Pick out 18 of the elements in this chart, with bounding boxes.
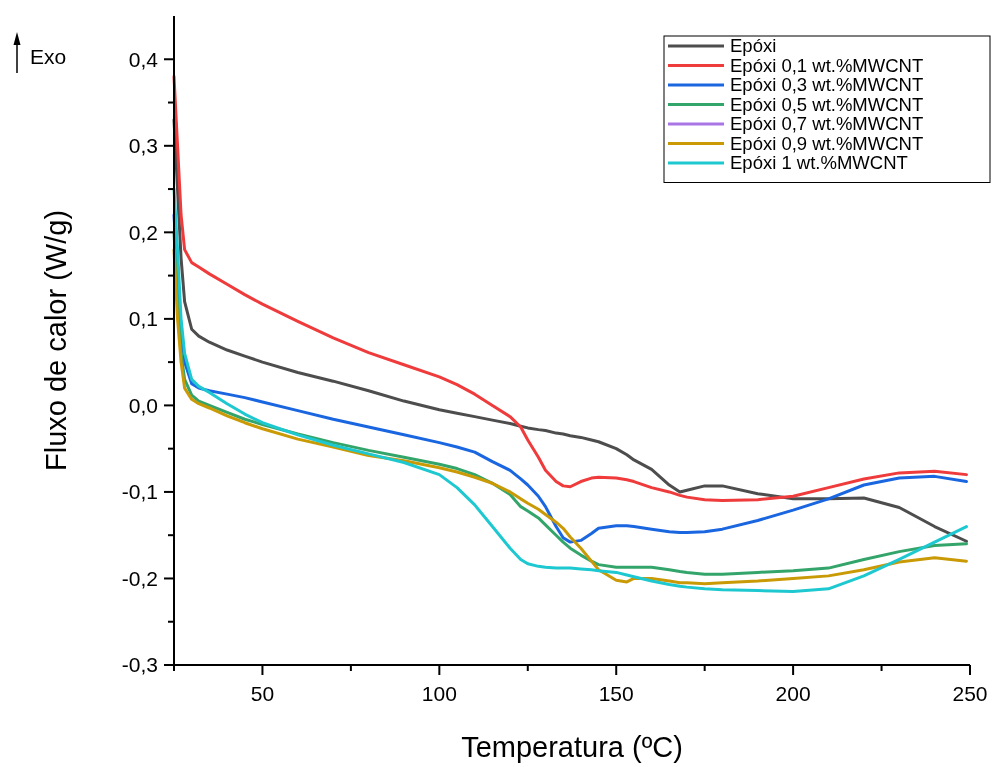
x-axis-title: Temperatura (ºC) [461,731,683,763]
y-tick-label: 0,4 [128,47,159,71]
y-tick-label: -0,1 [121,480,158,504]
x-tick-label: 50 [250,682,275,705]
y-tick-label: -0,3 [121,653,158,677]
legend-label: Epóxi [730,35,777,57]
x-tick-label: 100 [421,682,457,705]
x-tick-label: 200 [775,682,811,705]
text: Exo [30,45,67,68]
y-tick-label: 0,3 [128,134,158,158]
x-tick-label: 150 [598,682,634,705]
x-tick-label: 250 [952,682,988,705]
y-tick-label: -0,2 [121,566,158,590]
line-series [172,75,968,503]
y-tick-label: 0,2 [128,220,158,244]
y-tick-label: 0,0 [128,393,158,417]
y-axis-title: Fluxo de calor (W/g) [40,209,72,472]
y-tick-label: 0,1 [128,307,158,331]
